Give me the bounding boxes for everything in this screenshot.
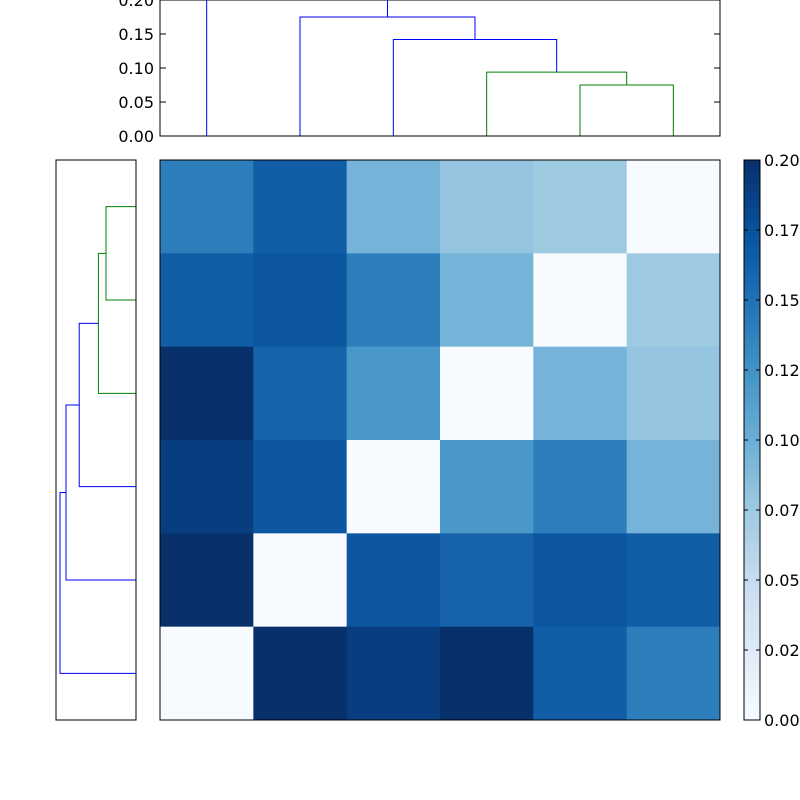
left-dendrogram-frame bbox=[55, 159, 137, 721]
top-dendrogram-tick-label: 0.00 bbox=[118, 127, 154, 146]
heatmap-cell bbox=[440, 253, 534, 348]
heatmap-cell bbox=[533, 533, 628, 628]
top-dendrogram-frame bbox=[159, 0, 721, 137]
heatmap-cell bbox=[346, 253, 441, 348]
dendrogram-link bbox=[97, 252, 136, 394]
dendrogram-link bbox=[59, 492, 136, 674]
top-dendrogram-tick-label: 0.15 bbox=[118, 25, 154, 44]
heatmap-cell bbox=[253, 346, 348, 441]
heatmap bbox=[159, 159, 721, 721]
top-dendrogram: 0.00 0.05 0.10 0.15 0.20 bbox=[118, 0, 721, 146]
colorbar-tick-label: 0.100 bbox=[764, 431, 800, 450]
top-dendrogram-tick-label: 0.20 bbox=[118, 0, 154, 10]
heatmap-cell bbox=[626, 533, 721, 628]
heatmap-cell bbox=[160, 626, 254, 721]
heatmap-cell bbox=[346, 346, 441, 441]
heatmap-cell bbox=[346, 533, 441, 628]
heatmap-cell bbox=[253, 626, 348, 721]
heatmap-cell bbox=[346, 160, 441, 254]
heatmap-cell bbox=[533, 440, 628, 534]
heatmap-cell bbox=[253, 533, 348, 628]
colorbar-tick-label: 0.075 bbox=[764, 501, 800, 520]
left-dendrogram bbox=[55, 159, 137, 721]
dendrogram-link bbox=[65, 404, 136, 581]
heatmap-frame bbox=[159, 159, 721, 721]
colorbar-tick-label: 0.150 bbox=[764, 291, 800, 310]
dendrogram-link bbox=[486, 71, 628, 136]
heatmap-cell bbox=[440, 440, 534, 534]
heatmap-cell bbox=[160, 533, 254, 628]
colorbar: 0.000 0.025 0.050 0.075 0.100 0.125 0.150 0.175… bbox=[743, 151, 800, 730]
heatmap-cell bbox=[440, 160, 534, 254]
heatmap-cell bbox=[626, 253, 721, 348]
heatmap-cell bbox=[160, 253, 254, 348]
heatmap-cell bbox=[253, 253, 348, 348]
heatmap-cell bbox=[346, 626, 441, 721]
heatmap-cell bbox=[533, 160, 628, 254]
heatmap-cell bbox=[160, 346, 254, 441]
dendrogram-link bbox=[78, 322, 136, 488]
dendrogram-link bbox=[299, 16, 476, 136]
colorbar-tick-label: 0.200 bbox=[764, 151, 800, 170]
heatmap-cell bbox=[626, 440, 721, 534]
heatmap-cell bbox=[440, 626, 534, 721]
dendrogram-link bbox=[105, 206, 136, 301]
colorbar-ticks: 0.000 0.025 0.050 0.075 0.100 0.125 0.150 0.175… bbox=[744, 151, 800, 730]
colorbar-tick-label: 0.000 bbox=[764, 711, 800, 730]
heatmap-cell bbox=[440, 533, 534, 628]
heatmap-cell bbox=[253, 440, 348, 534]
top-dendrogram-tick-label: 0.05 bbox=[118, 93, 154, 112]
heatmap-cell bbox=[346, 440, 441, 534]
colorbar-tick-label: 0.175 bbox=[764, 221, 800, 240]
colorbar-tick-label: 0.125 bbox=[764, 361, 800, 380]
colorbar-tick-label: 0.050 bbox=[764, 571, 800, 590]
top-dendrogram-y-axis: 0.00 0.05 0.10 0.15 0.20 bbox=[118, 0, 720, 146]
heatmap-cells bbox=[160, 160, 721, 721]
heatmap-cell bbox=[160, 440, 254, 534]
heatmap-cell bbox=[626, 160, 721, 254]
heatmap-cell bbox=[440, 346, 534, 441]
heatmap-cell bbox=[626, 626, 721, 721]
heatmap-cell bbox=[533, 346, 628, 441]
dendrogram-link bbox=[579, 84, 674, 136]
colorbar-tick-label: 0.025 bbox=[764, 641, 800, 660]
left-dendrogram-links bbox=[59, 206, 136, 674]
heatmap-cell bbox=[253, 160, 348, 254]
heatmap-cell bbox=[533, 626, 628, 721]
dendrogram-link bbox=[206, 0, 388, 136]
dendrogram-link bbox=[392, 38, 558, 136]
heatmap-cell bbox=[626, 346, 721, 441]
heatmap-cell bbox=[533, 253, 628, 348]
top-dendrogram-tick-label: 0.10 bbox=[118, 59, 154, 78]
heatmap-cell bbox=[160, 160, 254, 254]
top-dendrogram-links bbox=[206, 0, 674, 136]
